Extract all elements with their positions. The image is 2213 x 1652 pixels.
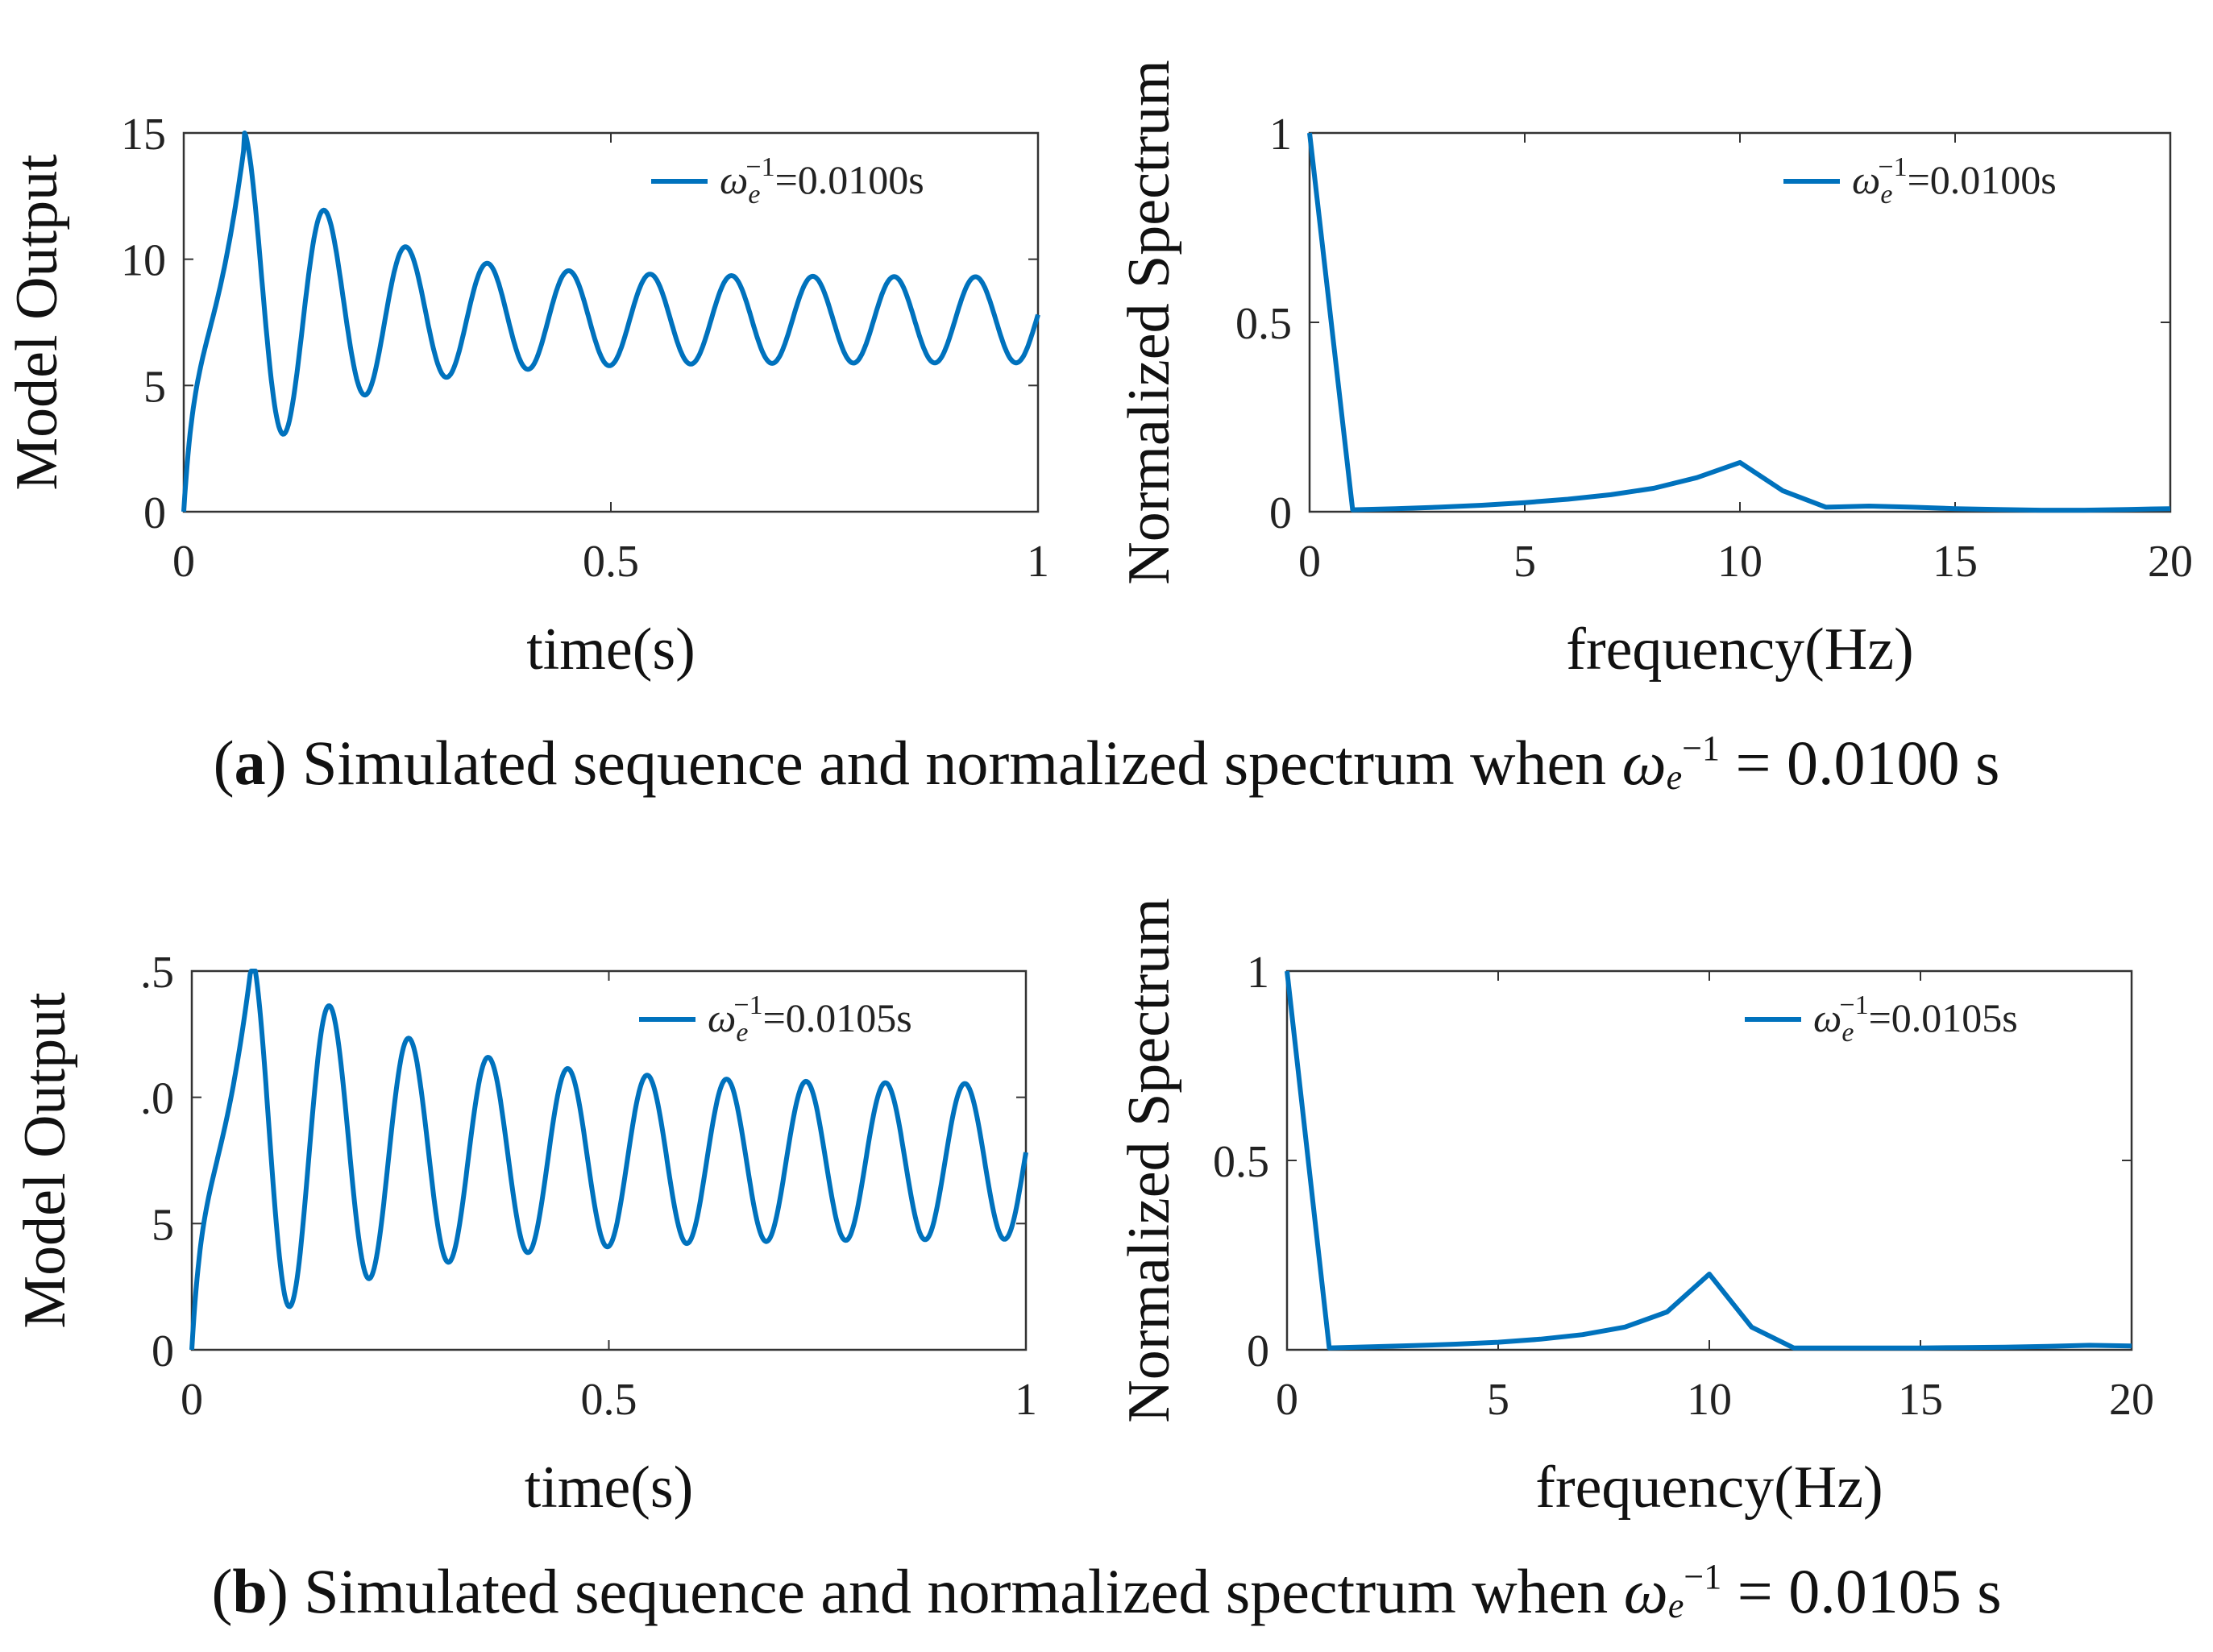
caption-b-subscript: e	[1667, 1586, 1684, 1625]
caption-a-superscript: −1	[1682, 728, 1721, 768]
caption-b: (b) Simulated sequence and normalized sp…	[211, 1556, 2002, 1626]
y-tick-label: 5	[152, 1200, 174, 1250]
caption-a-text: Simulated sequence and normalized spectr…	[302, 728, 1607, 798]
chart-b-spec: 0 5 10 15 20 0 0.5 1 frequency(Hz) Normalized Spe…	[1116, 898, 2154, 1521]
x-axis-label: time(s)	[525, 1455, 694, 1521]
legend-label: ωe−1=0.0105s	[708, 990, 912, 1048]
caption-b-superscript: −1	[1684, 1557, 1722, 1596]
y-tick-label: 10	[121, 236, 166, 286]
series-line	[189, 969, 1028, 1351]
caption-b-label: b	[232, 1556, 268, 1626]
chart-b-time: 0 0.5 1 0 5 .0 .5 time(s) Model Output ωe−1=0.010…	[12, 948, 1037, 1521]
x-tick-label: 20	[2109, 1375, 2154, 1425]
y-tick-label: 5	[143, 362, 166, 412]
y-tick-label: 0	[143, 488, 166, 538]
y-tick-label: .0	[140, 1074, 174, 1124]
x-tick-label: 15	[1933, 537, 1978, 587]
x-tick-label: 10	[1687, 1375, 1732, 1425]
x-tick-label: 5	[1513, 537, 1536, 587]
x-tick-label: 0.5	[583, 537, 639, 587]
x-tick-label: 0.5	[581, 1375, 637, 1425]
caption-a-value: = 0.0100 s	[1735, 728, 2000, 798]
caption-b-value: = 0.0105 s	[1737, 1556, 2002, 1626]
x-tick-label: 0	[172, 537, 195, 587]
y-axis-label: Normalized Spectrum	[1116, 60, 1182, 584]
x-axis-label: frequency(Hz)	[1566, 616, 1913, 683]
y-tick-label: 0	[1247, 1326, 1269, 1376]
caption-a-symbol: ω	[1621, 728, 1667, 798]
x-tick-label: 5	[1487, 1375, 1509, 1425]
caption-b-text: Simulated sequence and normalized spectr…	[304, 1556, 1609, 1626]
x-tick-label: 1	[1015, 1375, 1037, 1425]
x-tick-label: 15	[1898, 1375, 1943, 1425]
legend-label: ωe−1=0.0100s	[720, 152, 924, 210]
caption-b-symbol: ω	[1623, 1556, 1668, 1626]
y-tick-label: 15	[121, 110, 166, 160]
y-tick-label: 0	[152, 1326, 174, 1376]
series-line	[181, 131, 1040, 513]
x-axis-label: frequency(Hz)	[1535, 1455, 1883, 1521]
x-tick-label: 0	[181, 1375, 203, 1425]
y-axis-label: Normalized Spectrum	[1116, 898, 1182, 1422]
x-tick-label: 0	[1276, 1375, 1298, 1425]
y-tick-label: .5	[140, 948, 174, 998]
x-tick-label: 0	[1298, 537, 1321, 587]
legend-label: ωe−1=0.0100s	[1852, 152, 2057, 210]
x-tick-label: 20	[2148, 537, 2193, 587]
y-tick-label: 0	[1269, 488, 1292, 538]
caption-a-subscript: e	[1666, 758, 1683, 797]
x-tick-label: 1	[1027, 537, 1049, 587]
y-axis-label: Model Output	[12, 992, 78, 1329]
legend-label: ωe−1=0.0105s	[1813, 990, 2018, 1048]
y-axis-label: Model Output	[4, 154, 70, 491]
y-tick-label: 0.5	[1213, 1137, 1269, 1187]
caption-a-label: a	[234, 728, 266, 798]
series-line	[1307, 132, 2171, 513]
y-tick-label: 0.5	[1235, 299, 1292, 349]
y-tick-label: 1	[1247, 948, 1269, 998]
series-line	[1285, 970, 2132, 1351]
caption-a: (a) Simulated sequence and normalized sp…	[213, 728, 2000, 798]
y-tick-label: 1	[1269, 110, 1292, 160]
chart-a-spec: 0 5 10 15 20 0 0.5 1 frequency(Hz) Normalized Spe…	[1116, 60, 2193, 683]
x-axis-label: time(s)	[526, 616, 695, 683]
x-tick-label: 10	[1717, 537, 1763, 587]
